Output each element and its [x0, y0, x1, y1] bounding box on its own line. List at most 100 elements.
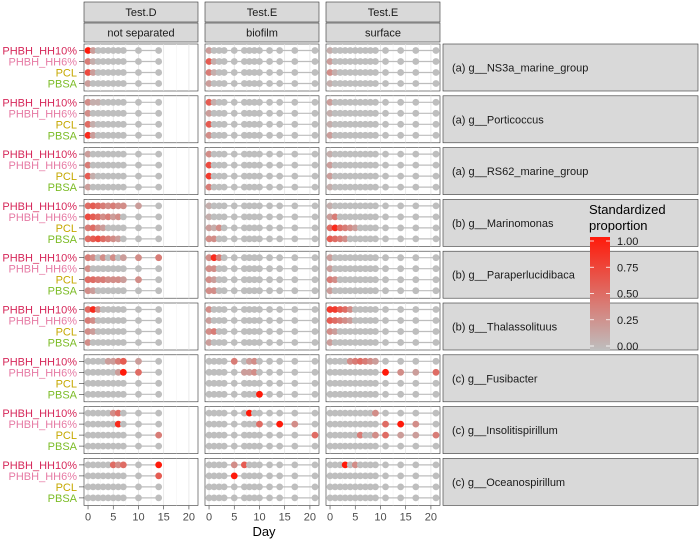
- data-point: [210, 109, 218, 117]
- data-point: [119, 317, 127, 324]
- data-point: [331, 368, 339, 376]
- data-point: [245, 306, 253, 313]
- data-point: [336, 80, 344, 87]
- data-point: [135, 494, 142, 502]
- data-point: [220, 483, 228, 491]
- data-point: [432, 131, 440, 139]
- data-point: [291, 254, 299, 262]
- data-point: [351, 131, 359, 139]
- data-point: [84, 172, 92, 180]
- data-point: [251, 47, 258, 54]
- data-point: [432, 254, 440, 262]
- data-point: [240, 58, 248, 65]
- data-point: [412, 287, 420, 295]
- data-point: [266, 483, 273, 491]
- data-point: [372, 306, 379, 313]
- data-point: [351, 235, 359, 243]
- data-point: [245, 150, 253, 158]
- data-point: [84, 254, 92, 262]
- data-point: [311, 442, 319, 450]
- y-tick-label: PCL: [56, 482, 77, 494]
- data-point: [291, 339, 299, 346]
- data-point: [245, 461, 253, 469]
- data-point: [346, 235, 354, 243]
- data-point: [346, 80, 354, 87]
- data-point: [251, 420, 258, 428]
- data-point: [256, 161, 263, 169]
- data-point: [266, 494, 273, 502]
- data-point: [276, 409, 284, 417]
- data-point: [266, 213, 273, 221]
- data-point: [114, 120, 122, 128]
- data-point: [372, 47, 379, 54]
- data-point: [351, 431, 359, 439]
- data-point: [361, 150, 369, 158]
- y-tick-label: PCL: [56, 327, 77, 339]
- data-point: [114, 317, 122, 324]
- data-point: [326, 328, 334, 335]
- data-point: [119, 420, 127, 428]
- data-point: [230, 409, 238, 417]
- data-point: [220, 183, 228, 191]
- data-point: [291, 494, 299, 502]
- data-point: [104, 202, 112, 210]
- legend-title-line1: Standardized: [589, 202, 666, 217]
- data-point: [220, 213, 228, 221]
- facet-panel: [83, 147, 199, 195]
- data-point: [240, 379, 248, 387]
- data-point: [361, 254, 369, 262]
- facet-panel: [204, 406, 320, 454]
- data-point: [372, 98, 379, 106]
- data-point: [245, 131, 253, 139]
- data-point: [84, 69, 92, 76]
- data-point: [220, 357, 228, 365]
- data-point: [382, 339, 389, 346]
- data-point: [366, 276, 374, 284]
- data-point: [240, 47, 248, 54]
- data-point: [412, 202, 420, 210]
- data-point: [432, 69, 440, 76]
- data-point: [331, 47, 339, 54]
- data-point: [210, 368, 218, 376]
- facet-panel: [204, 354, 320, 403]
- data-point: [346, 150, 354, 158]
- data-point: [240, 483, 248, 491]
- data-point: [205, 161, 213, 169]
- data-point: [311, 183, 319, 191]
- data-point: [99, 328, 107, 335]
- data-point: [361, 390, 369, 398]
- facet-panel: [83, 95, 199, 144]
- data-point: [215, 368, 223, 376]
- data-point: [382, 328, 389, 335]
- data-point: [256, 483, 263, 491]
- data-point: [372, 58, 379, 65]
- data-point: [346, 287, 354, 295]
- data-point: [346, 409, 354, 417]
- data-point: [89, 306, 97, 313]
- data-point: [114, 390, 122, 398]
- data-point: [397, 339, 405, 346]
- data-point: [205, 472, 213, 480]
- data-point: [99, 254, 107, 262]
- legend-colorbar: [590, 237, 610, 350]
- data-point: [205, 58, 213, 65]
- y-tick-label: PBSA: [48, 79, 78, 91]
- data-point: [109, 368, 117, 376]
- data-point: [326, 357, 334, 365]
- data-point: [109, 120, 117, 128]
- data-point: [361, 287, 369, 295]
- data-point: [230, 58, 238, 65]
- data-point: [215, 472, 223, 480]
- y-tick-label: PHBH_HH10%: [2, 460, 77, 472]
- data-point: [382, 357, 389, 365]
- data-point: [256, 317, 263, 324]
- data-point: [245, 494, 253, 502]
- data-point: [341, 213, 349, 221]
- data-point: [119, 431, 127, 439]
- data-point: [135, 69, 142, 76]
- data-point: [382, 442, 389, 450]
- data-point: [230, 183, 238, 191]
- data-point: [109, 431, 117, 439]
- data-point: [382, 69, 389, 76]
- data-point: [114, 183, 122, 191]
